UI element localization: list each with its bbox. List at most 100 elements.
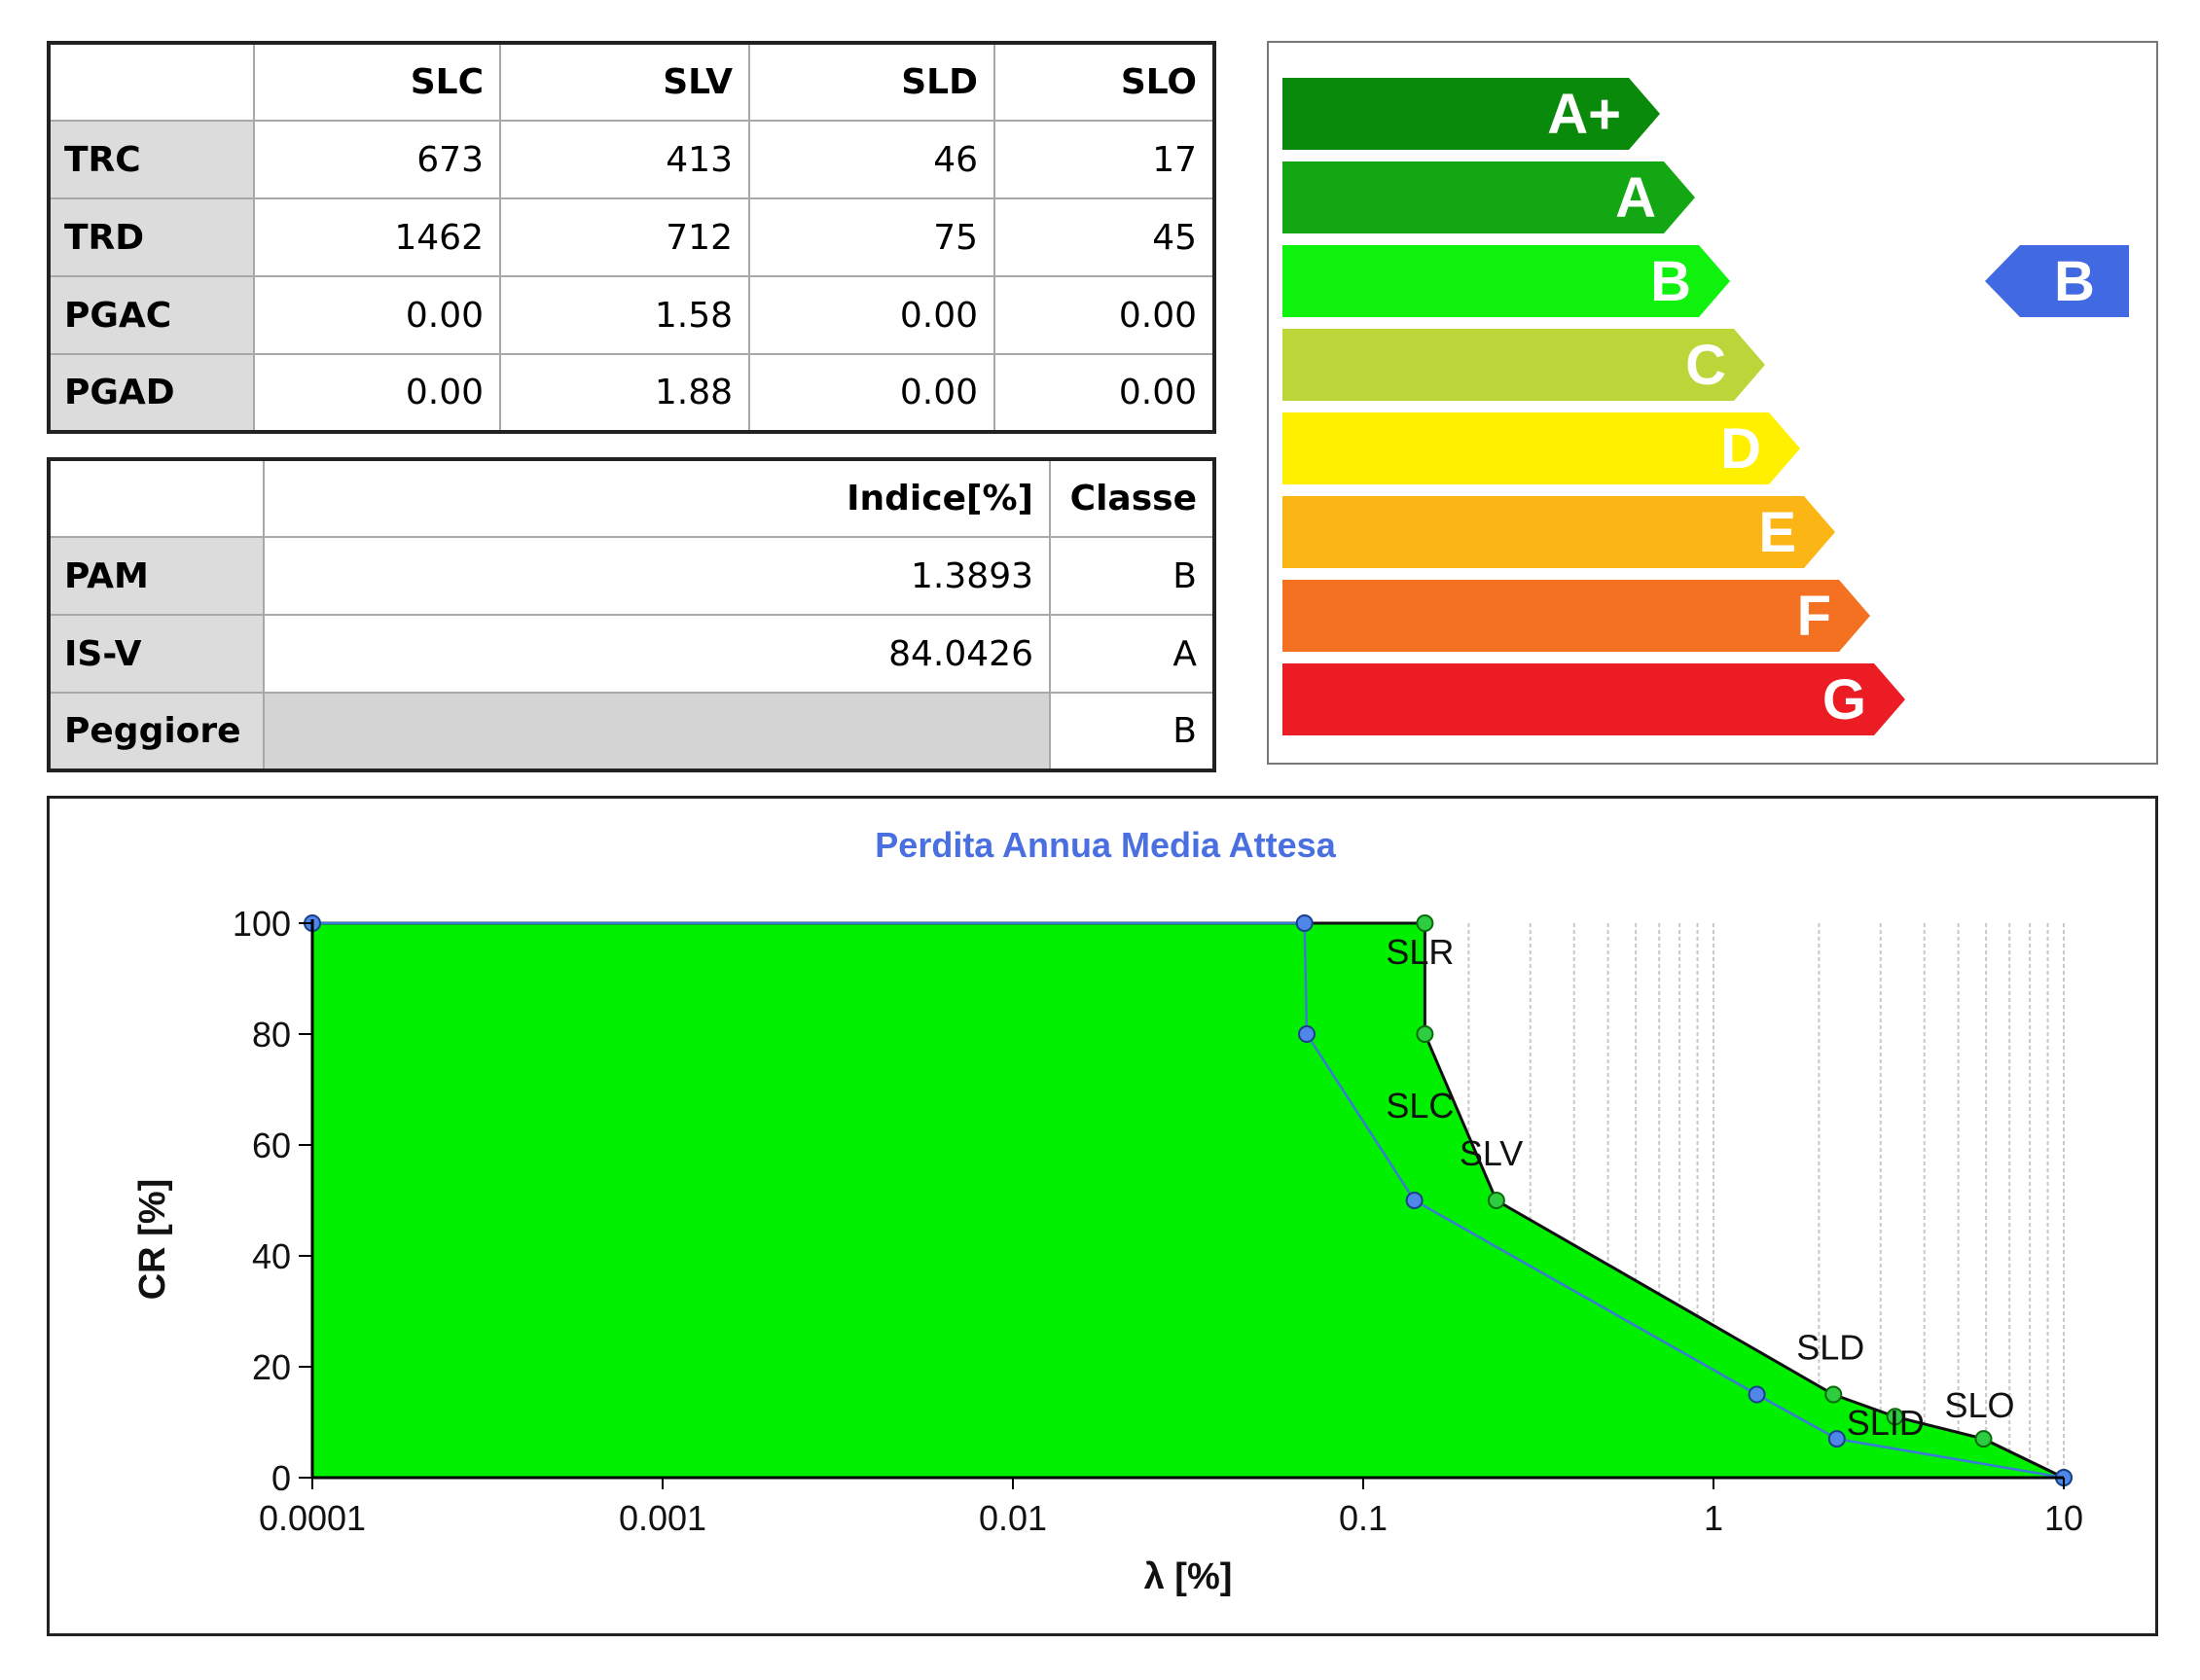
table-cell[interactable]: 673	[253, 120, 501, 199]
data-point-outer[interactable]	[1824, 1385, 1843, 1404]
class-arrow-label: B	[1650, 250, 1691, 313]
annotation-label: SLR	[1386, 932, 1454, 972]
class-arrow-label: E	[1758, 501, 1796, 564]
row-header: TRD	[48, 197, 255, 277]
data-point-outer[interactable]	[1487, 1192, 1505, 1209]
class-arrow-label: D	[1720, 417, 1761, 481]
row-header: PGAC	[48, 275, 255, 355]
column-header: SLD	[748, 42, 995, 122]
table-cell[interactable]: 17	[993, 120, 1215, 199]
table-row[interactable]: PGAC 0.00 1.58 0.00 0.00	[48, 275, 1215, 355]
table-cell[interactable]: 0.00	[253, 275, 501, 355]
annotation-label: SLID	[1847, 1403, 1925, 1443]
table-cell[interactable]: B	[1049, 692, 1215, 771]
y-tick-label: 40	[252, 1236, 291, 1276]
row-header: IS-V	[48, 614, 265, 694]
pam-chart-panel: 0 20 40 60 80 100 0.0001 0.001 0.01 0.1 1 10 SLR SLC S…	[47, 796, 2158, 1636]
x-tick-label: 1	[1704, 1498, 1723, 1538]
table-cell[interactable]: 0.00	[993, 353, 1215, 433]
y-tick-label: 60	[252, 1126, 291, 1165]
annotation-label: SLV	[1460, 1133, 1523, 1173]
table-row[interactable]: IS-V 84.0426 A	[48, 614, 1215, 694]
annotation-label: SLO	[1945, 1385, 2015, 1425]
data-point-inner[interactable]	[1748, 1385, 1766, 1404]
data-point-inner[interactable]	[1827, 1430, 1846, 1448]
table-cell[interactable]: B	[1049, 536, 1215, 616]
table-cell[interactable]: 1.3893	[263, 536, 1051, 616]
table-cell[interactable]: 413	[499, 120, 750, 199]
table-row[interactable]: PGAD 0.00 1.88 0.00 0.00	[48, 353, 1215, 433]
y-tick-label: 20	[252, 1347, 291, 1387]
data-point-outer[interactable]	[1886, 1408, 1904, 1426]
column-header: SLV	[499, 42, 750, 122]
table-cell[interactable]: 45	[993, 197, 1215, 277]
x-tick-label: 10	[2044, 1498, 2083, 1538]
table-cell[interactable]: 46	[748, 120, 995, 199]
table-cell[interactable]: 75	[748, 197, 995, 277]
class-arrow-c: C	[1282, 329, 1765, 401]
table-cell[interactable]: 0.00	[253, 353, 501, 433]
table-cell[interactable]: 1462	[253, 197, 501, 277]
class-arrow-label: A+	[1547, 83, 1621, 146]
table-cell[interactable]: 0.00	[748, 353, 995, 433]
row-header: PGAD	[48, 353, 255, 433]
column-header: SLC	[253, 42, 501, 122]
current-class-label: B	[2054, 250, 2095, 313]
table-row[interactable]: PAM 1.3893 B	[48, 536, 1215, 616]
annotation-label: SLD	[1796, 1328, 1864, 1368]
class-arrow-a-plus: A+	[1282, 78, 1660, 150]
class-arrow-label: A	[1615, 166, 1656, 230]
table-corner-cell	[48, 458, 265, 538]
column-header: Classe	[1049, 458, 1215, 538]
data-point-inner[interactable]	[1295, 914, 1314, 932]
table-cell[interactable]: 1.58	[499, 275, 750, 355]
class-arrow-a: A	[1282, 161, 1695, 233]
table-cell[interactable]: A	[1049, 614, 1215, 694]
table-row[interactable]: TRC 673 413 46 17	[48, 120, 1215, 199]
x-axis-label: λ [%]	[1144, 1556, 1233, 1597]
table-cell[interactable]: 0.00	[748, 275, 995, 355]
table-cell[interactable]: 1.88	[499, 353, 750, 433]
table-cell[interactable]: 712	[499, 197, 750, 277]
x-tick-label: 0.01	[979, 1498, 1047, 1538]
data-point-inner[interactable]	[1297, 1025, 1316, 1043]
data-point-outer[interactable]	[1416, 914, 1434, 932]
column-header: SLO	[993, 42, 1215, 122]
class-arrow-f: F	[1282, 580, 1870, 652]
y-axis-label: CR [%]	[132, 1179, 173, 1301]
class-arrow-label: C	[1685, 334, 1726, 397]
limit-states-table: SLC SLV SLD SLO TRC 673 413 46 17 TRD 14…	[47, 41, 1216, 434]
class-arrow-label: G	[1822, 668, 1866, 732]
class-arrow-e: E	[1282, 496, 1835, 568]
y-tick-label: 100	[233, 904, 291, 944]
y-tick-label: 80	[252, 1015, 291, 1054]
class-arrow-b: B	[1282, 245, 1730, 317]
data-point-outer[interactable]	[1974, 1430, 1993, 1448]
chart-title: Perdita Annua Media Attesa	[875, 825, 1336, 865]
area-fill	[312, 923, 2064, 1478]
class-scale-panel: A+ A B C D E F G B	[1267, 41, 2158, 765]
table-row[interactable]: Peggiore B	[48, 692, 1215, 771]
class-arrow-g: G	[1282, 663, 1905, 735]
class-arrow-d: D	[1282, 412, 1800, 484]
class-arrow-label: F	[1797, 585, 1831, 648]
column-header: Indice[%]	[263, 458, 1051, 538]
table-row[interactable]: TRD 1462 712 75 45	[48, 197, 1215, 277]
table-corner-cell	[48, 42, 255, 122]
x-tick-label: 0.0001	[259, 1498, 366, 1538]
row-header: PAM	[48, 536, 265, 616]
data-point-outer[interactable]	[1416, 1025, 1434, 1043]
table-header-row: Indice[%] Classe	[48, 458, 1215, 538]
current-class-indicator: B	[1985, 245, 2129, 317]
row-header: TRC	[48, 120, 255, 199]
table-cell[interactable]: 0.00	[993, 275, 1215, 355]
x-tick-label: 0.1	[1339, 1498, 1388, 1538]
y-tick-label: 0	[271, 1458, 291, 1498]
table-cell[interactable]: 84.0426	[263, 614, 1051, 694]
data-point-inner[interactable]	[1405, 1192, 1424, 1209]
series-line-outer	[312, 921, 2065, 1480]
row-header: Peggiore	[48, 692, 265, 771]
table-cell[interactable]	[263, 692, 1051, 771]
